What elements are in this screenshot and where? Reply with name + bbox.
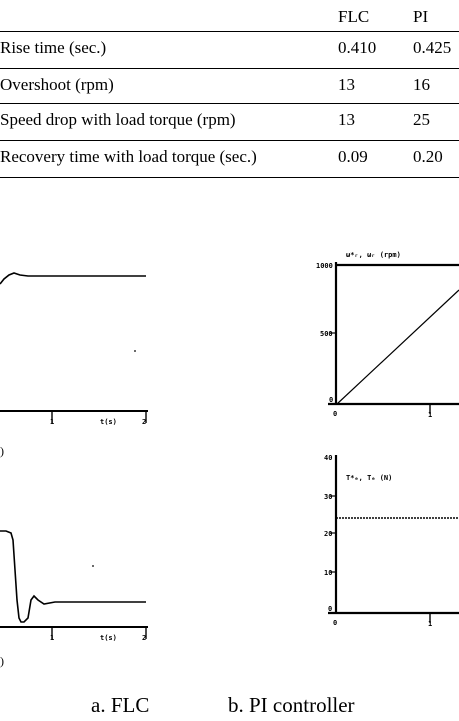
table-row: Recovery time with load torque (sec.) 0.… bbox=[0, 140, 459, 172]
flc-speed-plot: 1 t(s) 2 ) bbox=[0, 272, 148, 458]
pi-torque-y-30: 30 bbox=[324, 493, 332, 501]
row-flc-value: 0.09 bbox=[338, 147, 368, 166]
flc-speed-curve bbox=[0, 272, 146, 285]
row-pi-value: 0.20 bbox=[413, 147, 443, 166]
pi-speed-plot: ω*ᵣ, ωᵣ (rpm) 1000 500 0 0 1 bbox=[316, 251, 459, 419]
pi-torque-title: T*ₑ, Tₑ (N) bbox=[346, 474, 392, 482]
flc-torque-curve bbox=[0, 530, 146, 623]
noise-dot bbox=[92, 565, 94, 567]
row-label: Speed drop with load torque (rpm) bbox=[0, 110, 236, 129]
pi-speed-x-zero: 0 bbox=[333, 410, 337, 418]
header-pi: PI bbox=[413, 7, 429, 26]
table-rule bbox=[0, 31, 459, 32]
flc-torque-x-end: 2 bbox=[142, 634, 146, 642]
row-label: Rise time (sec.) bbox=[0, 38, 107, 57]
row-flc-value: 13 bbox=[338, 110, 355, 129]
pi-torque-y-0: 0 bbox=[328, 605, 332, 613]
row-label: Overshoot (rpm) bbox=[0, 75, 114, 94]
table-row: Rise time (sec.) 0.410 0.425 bbox=[0, 31, 459, 63]
pi-speed-y-top: 1000 bbox=[316, 262, 333, 270]
flc-torque-x-tick-1: 1 bbox=[50, 634, 54, 642]
caption-flc: a. FLC bbox=[91, 693, 150, 717]
pi-speed-title: ω*ᵣ, ωᵣ (rpm) bbox=[346, 251, 401, 259]
row-pi-value: 25 bbox=[413, 110, 430, 129]
caption-pi-controller: b. PI controller bbox=[228, 693, 355, 717]
flc-speed-x-label: t(s) bbox=[100, 418, 117, 426]
table-row: Overshoot (rpm) 13 16 bbox=[0, 68, 459, 100]
flc-speed-x-end: 2 bbox=[142, 418, 146, 426]
row-pi-value: 0.425 bbox=[413, 38, 452, 57]
table-rule bbox=[0, 140, 459, 141]
row-flc-value: 13 bbox=[338, 75, 355, 94]
flc-speed-side-label: ) bbox=[0, 444, 4, 458]
flc-torque-side-label: ) bbox=[0, 654, 4, 668]
pi-torque-x-zero: 0 bbox=[333, 619, 337, 627]
row-pi-value: 16 bbox=[413, 75, 430, 94]
noise-dot bbox=[134, 350, 136, 352]
header-flc: FLC bbox=[338, 7, 370, 26]
pi-torque-y-20: 20 bbox=[324, 530, 332, 538]
pi-speed-y-mid: 500 bbox=[320, 330, 333, 338]
flc-torque-x-label: t(s) bbox=[100, 634, 117, 642]
pi-speed-y-zero: 0 bbox=[329, 396, 333, 404]
table-rule bbox=[0, 68, 459, 69]
flc-speed-x-tick-1: 1 bbox=[50, 418, 54, 426]
table-header-row: FLC PI bbox=[0, 0, 459, 32]
table-rule bbox=[0, 177, 459, 178]
pi-torque-x-tick-1: 1 bbox=[428, 620, 432, 628]
table-rule bbox=[0, 103, 459, 104]
flc-torque-plot: 1 t(s) 2 ) bbox=[0, 530, 148, 668]
pi-speed-x-tick-1: 1 bbox=[428, 411, 432, 419]
row-label: Recovery time with load torque (sec.) bbox=[0, 147, 257, 166]
pi-torque-y-10: 10 bbox=[324, 569, 332, 577]
pi-speed-ramp bbox=[336, 289, 459, 405]
table-row: Speed drop with load torque (rpm) 13 25 bbox=[0, 103, 459, 135]
row-flc-value: 0.410 bbox=[338, 38, 377, 57]
pi-torque-y-40: 40 bbox=[324, 454, 332, 462]
pi-torque-plot: T*ₑ, Tₑ (N) 40 30 20 10 0 0 1 bbox=[324, 454, 459, 628]
